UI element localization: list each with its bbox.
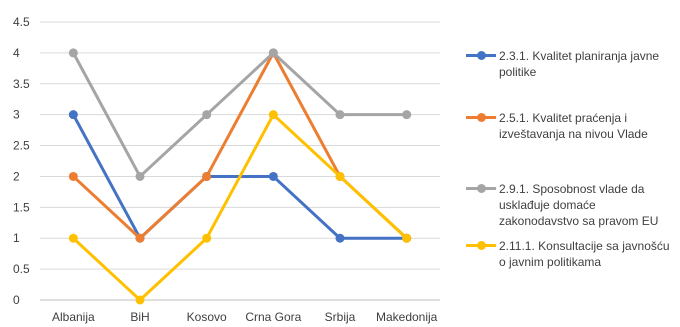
series-3-point [68, 48, 78, 58]
legend-label-series-3: 2.9.1. Sposobnost vlade da usklađuje dom… [499, 182, 659, 228]
x-tick-label: Srbija [325, 310, 356, 324]
x-tick-label: Kosovo [187, 310, 227, 324]
y-axis-tick-labels: 0 0.5 1 1.5 2 2.5 3 3.5 4 4.5 [13, 15, 30, 307]
y-tick-label: 2 [13, 169, 20, 183]
series-2-point [135, 233, 145, 243]
series-1-point [268, 171, 278, 181]
legend-item-series-4: 2.11.1. Konsultacije sa javnošću o javni… [466, 238, 679, 270]
legend-swatch-series-3 [466, 181, 496, 195]
legend-label-series-2: 2.5.1. Kvalitet praćenja i izveštavanja … [499, 111, 648, 141]
legend-item-series-3: 2.9.1. Sposobnost vlade da usklađuje dom… [466, 181, 679, 229]
series-3-point [135, 171, 145, 181]
series-3-point [202, 110, 212, 120]
series-4-point [268, 110, 278, 120]
series-4-point [135, 295, 145, 305]
series-4-point [335, 171, 345, 181]
legend-swatch-series-4 [466, 238, 496, 252]
series-3-point [402, 110, 412, 120]
x-tick-label: Makedonija [376, 310, 438, 324]
y-tick-label: 0.5 [13, 262, 30, 276]
series-2-point [202, 171, 212, 181]
series-4-point [402, 233, 412, 243]
series-1-point [335, 233, 345, 243]
legend-label-series-1: 2.3.1. Kvalitet planiranja javne politik… [499, 49, 660, 79]
legend-swatch-series-2 [466, 110, 496, 124]
series-2-point [68, 171, 78, 181]
x-tick-label: Albanija [52, 310, 95, 324]
series-points [68, 48, 412, 305]
series-lines [71, 51, 409, 302]
legend-item-series-1: 2.3.1. Kvalitet planiranja javne politik… [466, 48, 679, 80]
legend-item-series-2: 2.5.1. Kvalitet praćenja i izveštavanja … [466, 110, 679, 142]
series-3-point [268, 48, 278, 58]
series-4-line [71, 113, 409, 302]
legend-swatch-series-1 [466, 48, 496, 62]
y-tick-label: 1 [13, 231, 20, 245]
y-tick-label: 4.5 [13, 15, 30, 29]
y-tick-label: 1.5 [13, 200, 30, 214]
series-3-point [335, 110, 345, 120]
y-tick-label: 0 [13, 293, 20, 307]
series-4-point [202, 233, 212, 243]
series-3-line [71, 51, 409, 178]
y-tick-label: 3.5 [13, 77, 30, 91]
x-tick-label: BiH [130, 310, 149, 324]
series-4-point [68, 233, 78, 243]
x-axis-tick-labels: Albanija BiH Kosovo Crna Gora Srbija Makedoni… [52, 310, 438, 324]
series-1-point [68, 110, 78, 120]
y-tick-label: 3 [13, 108, 20, 122]
y-tick-label: 4 [13, 46, 20, 60]
legend-label-series-4: 2.11.1. Konsultacije sa javnošću o javni… [499, 239, 670, 269]
y-tick-label: 2.5 [13, 139, 30, 153]
x-tick-label: Crna Gora [245, 310, 301, 324]
